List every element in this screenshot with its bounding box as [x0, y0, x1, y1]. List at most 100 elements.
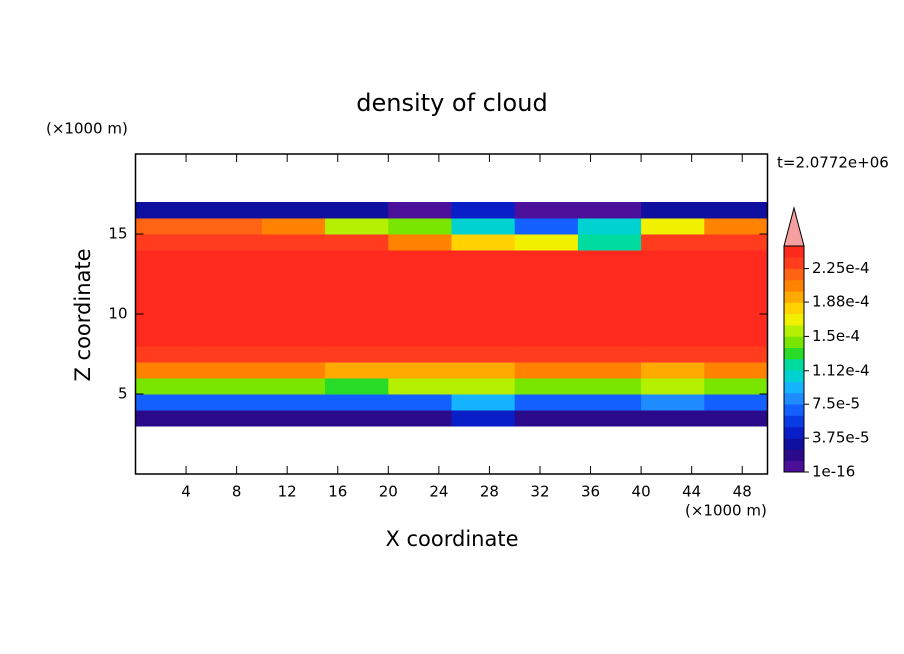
contour-cell — [325, 266, 389, 283]
colorbar-band — [784, 415, 804, 428]
x-tick-label: 20 — [379, 483, 398, 501]
contour-cell — [577, 314, 642, 331]
colorbar-tick-label: 1.12e-4 — [812, 361, 870, 379]
contour-cell — [198, 314, 263, 331]
colorbar-band — [784, 460, 804, 473]
contour-cell — [198, 266, 263, 283]
contour-cell — [451, 314, 516, 331]
contour-cell — [577, 346, 642, 363]
contour-cell — [514, 234, 579, 251]
colorbar-band — [784, 370, 804, 382]
contour-cell — [641, 298, 705, 315]
contour-cell — [325, 410, 389, 427]
contour-cell — [388, 362, 452, 379]
contour-cell — [577, 282, 642, 299]
contour-cell — [514, 314, 579, 331]
contour-cell — [514, 202, 579, 219]
contour-cell — [388, 282, 452, 299]
contour-cell — [325, 378, 389, 395]
contour-cell — [514, 410, 579, 427]
x-tick-label: 12 — [278, 483, 297, 501]
x-tick-label: 36 — [581, 483, 600, 501]
contour-cell — [325, 234, 389, 251]
contour-cell — [451, 234, 516, 251]
contour-cell — [641, 282, 705, 299]
contour-cell — [135, 346, 200, 363]
contour-cell — [704, 298, 768, 315]
x-axis-label: X coordinate — [385, 527, 518, 551]
contour-cell — [135, 266, 200, 283]
contour-cell — [198, 298, 263, 315]
contour-cell — [261, 202, 326, 219]
colorbar-tick-label: 3.75e-5 — [812, 429, 870, 447]
contour-cell — [135, 218, 200, 235]
colorbar-band — [784, 313, 804, 326]
contour-cell — [135, 378, 200, 395]
contour-cell — [704, 394, 768, 411]
contour-cell — [261, 362, 326, 379]
colorbar-band — [784, 404, 804, 416]
contour-cell — [325, 282, 389, 299]
contour-cell — [641, 218, 705, 235]
contour-cell — [388, 394, 452, 411]
contour-cell — [135, 314, 200, 331]
colorbar-band — [784, 246, 804, 258]
contour-cell — [388, 410, 452, 427]
contour-cell — [261, 298, 326, 315]
contour-cell — [198, 250, 263, 267]
contour-cell — [261, 234, 326, 251]
contour-cell — [451, 346, 516, 363]
contour-cell — [135, 362, 200, 379]
contour-cell — [451, 410, 516, 427]
contour-cell — [388, 346, 452, 363]
colorbar-band — [784, 381, 804, 394]
contour-cell — [641, 266, 705, 283]
contour-cell — [388, 378, 452, 395]
contour-cell — [641, 314, 705, 331]
colorbar-band — [784, 268, 804, 281]
colorbar-tick-label: 1.88e-4 — [812, 293, 870, 311]
chart-title: density of cloud — [356, 89, 547, 117]
contour-cell — [577, 394, 642, 411]
x-tick-label: 44 — [682, 483, 701, 501]
contour-cell — [577, 298, 642, 315]
contour-cell — [198, 234, 263, 251]
contour-cell — [704, 346, 768, 363]
colorbar-tick-label: 1.5e-4 — [812, 327, 860, 345]
contour-cell — [451, 362, 516, 379]
x-tick-label: 16 — [328, 483, 347, 501]
contour-cell — [577, 378, 642, 395]
x-tick-label: 8 — [232, 483, 242, 501]
x-tick-label: 4 — [181, 483, 191, 501]
contour-cell — [704, 410, 768, 427]
contour-cell — [388, 234, 452, 251]
colorbar-band — [784, 291, 804, 303]
contour-cell — [514, 346, 579, 363]
contour-cell — [135, 330, 200, 347]
colorbar-band — [784, 426, 804, 439]
contour-cell — [451, 266, 516, 283]
contour-cell — [514, 282, 579, 299]
contour-cell — [577, 202, 642, 219]
x-unit: (×1000 m) — [685, 502, 767, 520]
contour-cell — [704, 362, 768, 379]
contour-cell — [514, 394, 579, 411]
contour-cell — [704, 202, 768, 219]
contour-cell — [514, 362, 579, 379]
contour-cell — [135, 202, 200, 219]
contour-cell — [198, 362, 263, 379]
contour-cell — [135, 250, 200, 267]
colorbar-band — [784, 438, 804, 450]
contour-cell — [261, 378, 326, 395]
contour-cell — [198, 202, 263, 219]
contour-cell — [577, 266, 642, 283]
colorbar-tick-label: 7.5e-5 — [812, 395, 860, 413]
contour-cell — [261, 266, 326, 283]
contour-cell — [704, 218, 768, 235]
contour-cell — [641, 330, 705, 347]
contour-cell — [704, 314, 768, 331]
contour-cell — [514, 250, 579, 267]
contour-cell — [704, 378, 768, 395]
contour-cell — [325, 346, 389, 363]
